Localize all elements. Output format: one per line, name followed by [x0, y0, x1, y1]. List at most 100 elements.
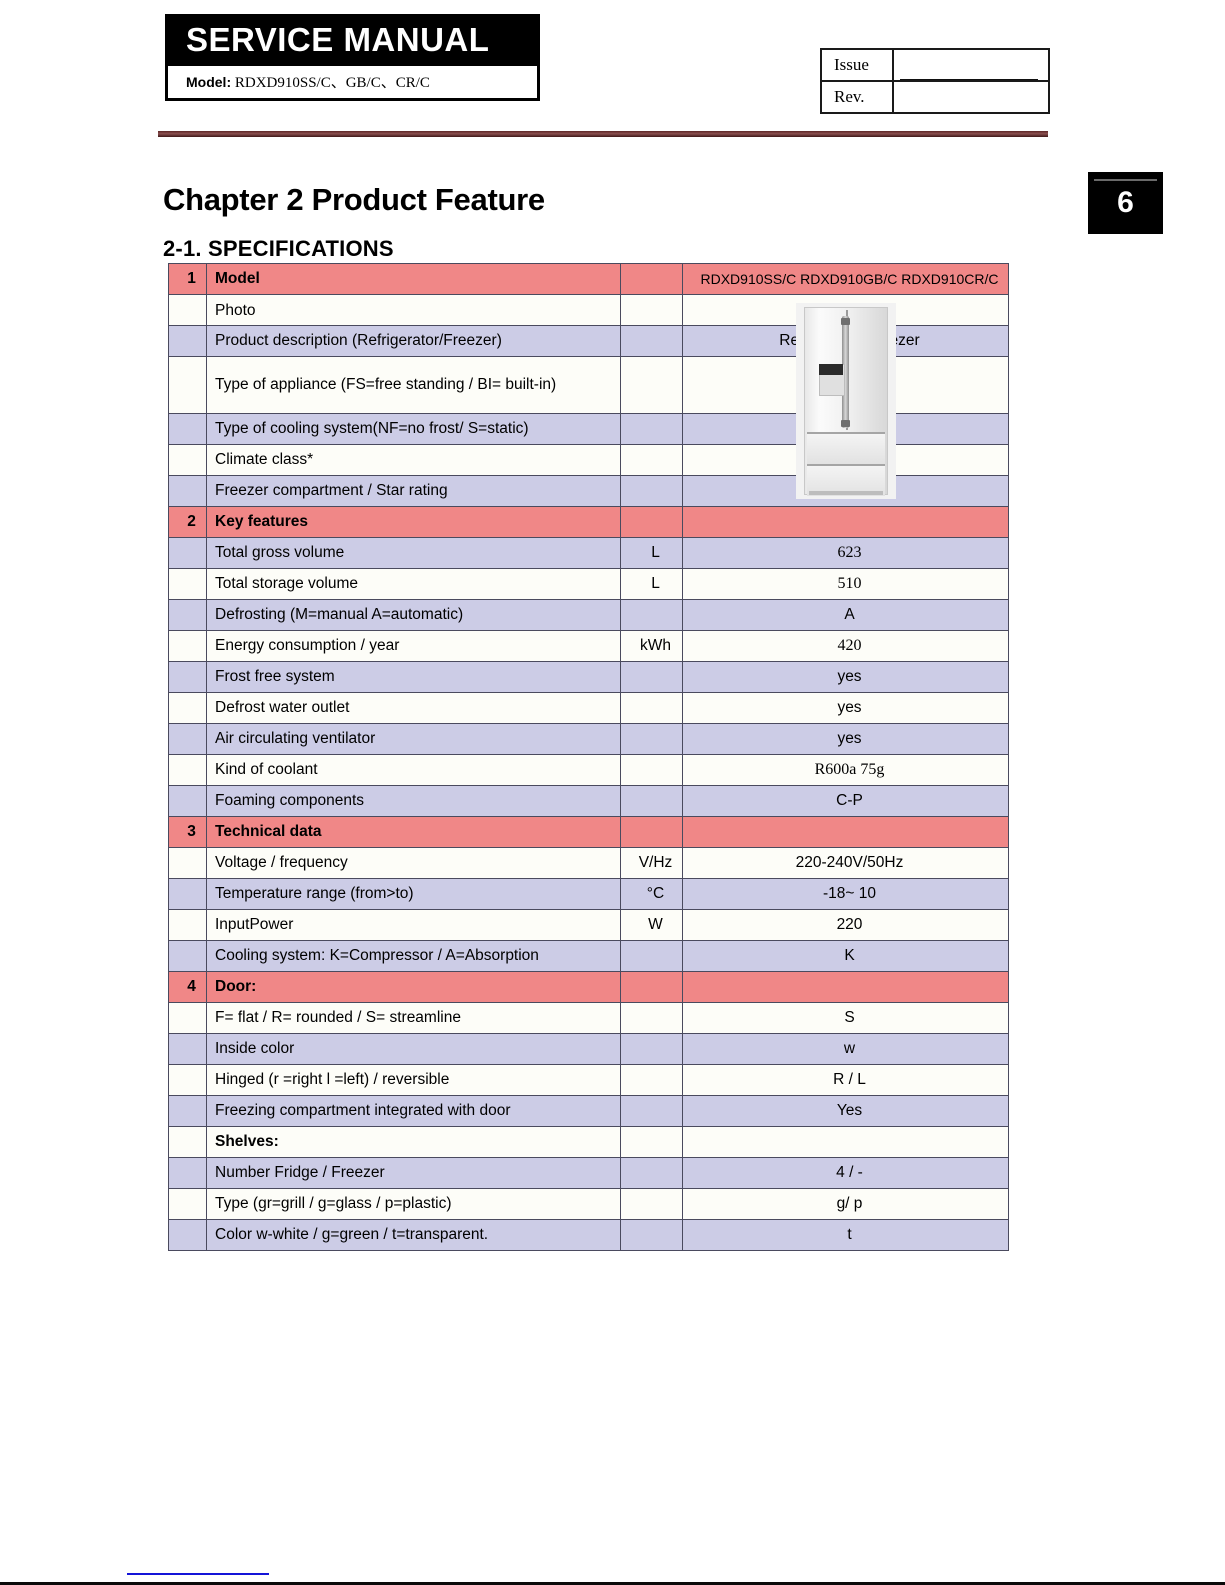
row-unit: V/Hz	[620, 847, 683, 879]
table-row: 4 Door:	[168, 971, 1009, 1003]
row-unit	[620, 294, 683, 326]
handle-cap-top	[840, 318, 850, 325]
row-number	[168, 599, 207, 631]
row-unit: kWh	[620, 630, 683, 662]
chapter-title: Chapter 2 Product Feature	[163, 181, 545, 217]
row-unit	[620, 971, 683, 1003]
footer-strip	[0, 1582, 1225, 1585]
row-value: RDXD910SS/C RDXD910GB/C RDXD910CR/C	[682, 263, 1009, 295]
page-number: 6	[1117, 186, 1134, 219]
row-description: Temperature range (from>to)	[206, 878, 621, 910]
table-row: Total gross volume L 623	[168, 537, 1009, 569]
row-value: 220	[682, 909, 1009, 941]
row-number	[168, 661, 207, 693]
row-value: yes	[682, 723, 1009, 755]
row-number	[168, 1002, 207, 1034]
row-unit	[620, 692, 683, 724]
row-number	[168, 785, 207, 817]
row-unit	[620, 1157, 683, 1189]
row-description: Color w-white / g=green / t=transparent.	[206, 1219, 621, 1251]
row-number	[168, 325, 207, 357]
model-label: Model:	[186, 73, 232, 90]
row-description: Shelves:	[206, 1126, 621, 1158]
table-row: Hinged (r =right l =left) / reversible R …	[168, 1064, 1009, 1096]
row-value: t	[682, 1219, 1009, 1251]
section-heading: Technical data	[206, 816, 621, 848]
row-unit	[620, 1188, 683, 1220]
row-number: 4	[168, 971, 207, 1003]
row-number	[168, 356, 207, 414]
row-value: 4 / -	[682, 1157, 1009, 1189]
footer-hyperlink-rule[interactable]	[127, 1573, 269, 1575]
row-unit	[620, 1033, 683, 1065]
table-row: Freezer compartment / Star rating4*	[168, 475, 1009, 507]
row-number	[168, 1126, 207, 1158]
page-number-badge: 6	[1088, 172, 1163, 234]
row-description: F= flat / R= rounded / S= streamline	[206, 1002, 621, 1034]
table-row: Kind of coolant R600a 75g	[168, 754, 1009, 786]
row-description: Freezing compartment integrated with doo…	[206, 1095, 621, 1127]
table-row: 2 Key features	[168, 506, 1009, 538]
row-number	[168, 537, 207, 569]
row-unit	[620, 475, 683, 507]
row-unit	[620, 413, 683, 445]
rev-row: Rev.	[822, 82, 1048, 112]
row-number	[168, 940, 207, 972]
freezer-drawer-lower	[806, 464, 885, 496]
row-value	[682, 294, 1009, 499]
row-number	[168, 475, 207, 507]
row-value	[682, 1126, 1009, 1158]
row-value: 623	[682, 537, 1009, 569]
table-row: Total storage volume L 510	[168, 568, 1009, 600]
refrigerator-base	[808, 491, 883, 495]
row-number	[168, 444, 207, 476]
row-unit	[620, 263, 683, 295]
issue-label: Issue	[822, 50, 894, 80]
row-description: Type (gr=grill / g=glass / p=plastic)	[206, 1188, 621, 1220]
section-title: 2-1. SPECIFICATIONS	[163, 236, 394, 262]
row-number	[168, 1033, 207, 1065]
row-value: C-P	[682, 785, 1009, 817]
row-description: Type of cooling system(NF=no frost/ S=st…	[206, 413, 621, 445]
row-number	[168, 1095, 207, 1127]
row-number	[168, 294, 207, 326]
row-unit	[620, 754, 683, 786]
row-value: g/ p	[682, 1188, 1009, 1220]
row-description: Cooling system: K=Compressor / A=Absorpt…	[206, 940, 621, 972]
row-number	[168, 909, 207, 941]
row-description: Climate class*	[206, 444, 621, 476]
row-value	[682, 971, 1009, 1003]
row-unit	[620, 506, 683, 538]
issue-value[interactable]	[894, 50, 1048, 80]
table-row: 1 Model RDXD910SS/C RDXD910GB/C RDXD910CR/…	[168, 263, 1009, 295]
table-row: Defrosting (M=manual A=automatic) A	[168, 599, 1009, 631]
row-value: yes	[682, 692, 1009, 724]
row-unit: W	[620, 909, 683, 941]
section-heading: Model	[206, 263, 621, 295]
row-description: Total gross volume	[206, 537, 621, 569]
row-unit	[620, 723, 683, 755]
table-row: Air circulating ventilator yes	[168, 723, 1009, 755]
row-unit	[620, 661, 683, 693]
row-unit: °C	[620, 878, 683, 910]
row-unit	[620, 940, 683, 972]
table-row: F= flat / R= rounded / S= streamline S	[168, 1002, 1009, 1034]
refrigerator-body	[803, 307, 888, 496]
table-row: InputPower W 220	[168, 909, 1009, 941]
specifications-table: 1 Model RDXD910SS/C RDXD910GB/C RDXD910CR/…	[168, 263, 1009, 1251]
rev-value[interactable]	[894, 82, 1048, 112]
row-description: Defrost water outlet	[206, 692, 621, 724]
refrigerator-photo	[795, 303, 896, 499]
row-unit: L	[620, 537, 683, 569]
row-number	[168, 1188, 207, 1220]
row-value: R / L	[682, 1064, 1009, 1096]
row-value: Yes	[682, 1095, 1009, 1127]
row-description: Frost free system	[206, 661, 621, 693]
row-number	[168, 1064, 207, 1096]
row-number	[168, 1219, 207, 1251]
rev-label: Rev.	[822, 82, 894, 112]
table-row: Freezing compartment integrated with doo…	[168, 1095, 1009, 1127]
row-value: -18~ 10	[682, 878, 1009, 910]
table-row: Number Fridge / Freezer 4 / -	[168, 1157, 1009, 1189]
row-description: Energy consumption / year	[206, 630, 621, 662]
